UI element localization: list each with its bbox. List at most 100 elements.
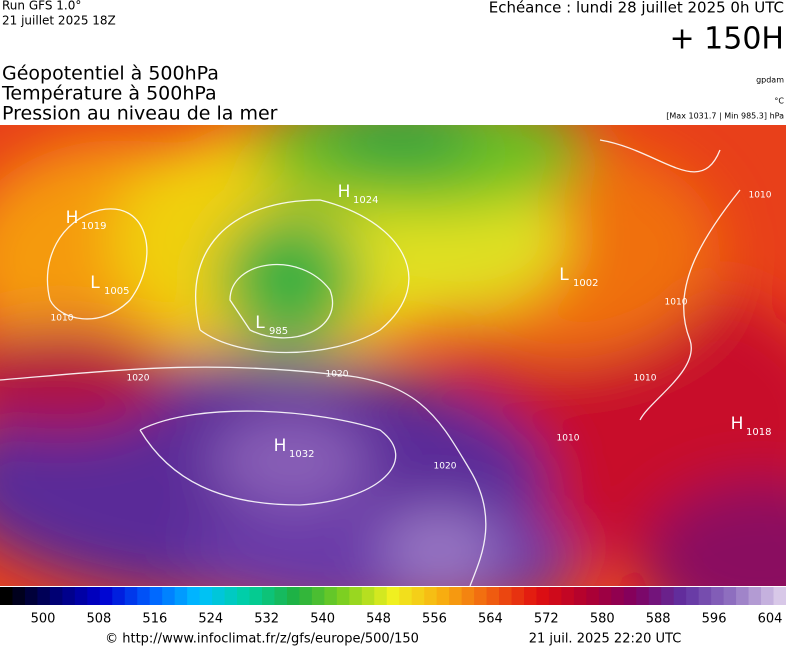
legend-swatch bbox=[311, 587, 325, 605]
legend-swatch bbox=[761, 587, 775, 605]
legend-swatch bbox=[474, 587, 488, 605]
center-kind: H bbox=[274, 436, 287, 456]
center-kind: L bbox=[255, 313, 265, 333]
legend-swatch bbox=[336, 587, 350, 605]
legend-swatch bbox=[174, 587, 188, 605]
legend-swatch bbox=[499, 587, 513, 605]
legend-swatch bbox=[24, 587, 38, 605]
valid-time: Echéance : lundi 28 juillet 2025 0h UTC bbox=[489, 0, 784, 17]
legend-swatch bbox=[374, 587, 388, 605]
legend-swatch bbox=[262, 587, 275, 605]
center-value: 1018 bbox=[746, 427, 771, 438]
lead-time: + 150H bbox=[670, 22, 785, 57]
legend-swatch bbox=[237, 587, 251, 605]
legend-swatch bbox=[249, 587, 263, 605]
legend-label: 500 bbox=[31, 612, 56, 627]
legend: 500 508 516 524 532 540 548 556 564 572 580 588 596 6… bbox=[0, 587, 786, 627]
legend-swatch bbox=[598, 587, 612, 605]
legend-swatch bbox=[524, 587, 537, 605]
legend-swatch bbox=[349, 587, 363, 605]
legend-swatch bbox=[187, 587, 201, 605]
legend-swatch bbox=[99, 587, 113, 605]
center-value: 1002 bbox=[573, 278, 598, 289]
legend-swatch bbox=[424, 587, 438, 605]
unit: gpdam bbox=[756, 76, 784, 85]
legend-swatch bbox=[274, 587, 288, 605]
legend-swatch bbox=[87, 587, 101, 605]
legend-swatch bbox=[324, 587, 338, 605]
center-kind: H bbox=[66, 208, 79, 228]
legend-swatch bbox=[0, 587, 13, 605]
legend-swatch bbox=[723, 587, 737, 605]
center-value: 1032 bbox=[289, 449, 314, 460]
legend-swatch bbox=[411, 587, 425, 605]
legend-swatch bbox=[698, 587, 712, 605]
legend-swatch bbox=[436, 587, 450, 605]
legend-swatch bbox=[486, 587, 500, 605]
legend-label: 508 bbox=[87, 612, 112, 627]
isobar-label: 1010 bbox=[51, 314, 74, 324]
title-line: Géopotentiel à 500hPa bbox=[2, 63, 219, 85]
isobar-label: 1010 bbox=[665, 298, 688, 308]
run-date: 21 juillet 2025 18Z bbox=[2, 14, 116, 28]
legend-swatch bbox=[573, 587, 587, 605]
isobar-label: 1010 bbox=[557, 434, 580, 444]
source: © http://www.infoclimat.fr/z/gfs/europe/… bbox=[105, 632, 419, 647]
unit: °C bbox=[774, 97, 784, 106]
legend-swatch bbox=[623, 587, 637, 605]
legend-swatch bbox=[686, 587, 700, 605]
isobar-label: 1010 bbox=[634, 374, 657, 384]
legend-label: 580 bbox=[590, 612, 615, 627]
isobar-label: 1020 bbox=[326, 370, 349, 380]
legend-label: 540 bbox=[310, 612, 335, 627]
legend-swatch bbox=[112, 587, 126, 605]
legend-swatch bbox=[648, 587, 662, 605]
center-value: 985 bbox=[269, 326, 288, 337]
legend-swatch bbox=[548, 587, 562, 605]
legend-swatch bbox=[49, 587, 63, 605]
legend-swatch bbox=[711, 587, 725, 605]
legend-swatch bbox=[748, 587, 762, 605]
legend-swatch bbox=[561, 587, 575, 605]
legend-swatch bbox=[511, 587, 525, 605]
legend-swatch bbox=[224, 587, 238, 605]
legend-label: 516 bbox=[142, 612, 167, 627]
center-value: 1005 bbox=[104, 286, 129, 297]
legend-swatch bbox=[162, 587, 176, 605]
legend-swatch bbox=[299, 587, 313, 605]
legend-swatch bbox=[586, 587, 600, 605]
legend-label: 548 bbox=[366, 612, 391, 627]
run: Run GFS 1.0° bbox=[2, 0, 81, 13]
legend-swatch bbox=[673, 587, 687, 605]
legend-swatch bbox=[536, 587, 550, 605]
legend-swatch bbox=[461, 587, 475, 605]
legend-label: 564 bbox=[478, 612, 503, 627]
center-kind: H bbox=[338, 182, 351, 202]
generated: 21 juil. 2025 22:20 UTC bbox=[529, 632, 682, 647]
center-value: 1019 bbox=[81, 221, 106, 232]
legend-label: 524 bbox=[198, 612, 223, 627]
isobar-label: 1020 bbox=[434, 462, 457, 472]
legend-swatch bbox=[12, 587, 26, 605]
legend-swatch bbox=[137, 587, 151, 605]
legend-swatch bbox=[74, 587, 88, 605]
legend-swatch bbox=[661, 587, 675, 605]
legend-swatch bbox=[62, 587, 76, 605]
legend-swatch bbox=[199, 587, 213, 605]
legend-label: 596 bbox=[702, 612, 727, 627]
legend-swatch bbox=[361, 587, 375, 605]
legend-label: 604 bbox=[758, 612, 783, 627]
title-line: Pression au niveau de la mer bbox=[2, 103, 278, 125]
legend-swatch bbox=[399, 587, 413, 605]
legend-swatch bbox=[386, 587, 400, 605]
legend-swatch bbox=[212, 587, 226, 605]
center-kind: L bbox=[559, 265, 569, 285]
legend-label: 588 bbox=[646, 612, 671, 627]
legend-swatch bbox=[611, 587, 625, 605]
legend-swatch bbox=[636, 587, 650, 605]
center-kind: L bbox=[90, 273, 100, 293]
legend-label: 556 bbox=[422, 612, 447, 627]
legend-swatch bbox=[37, 587, 51, 605]
